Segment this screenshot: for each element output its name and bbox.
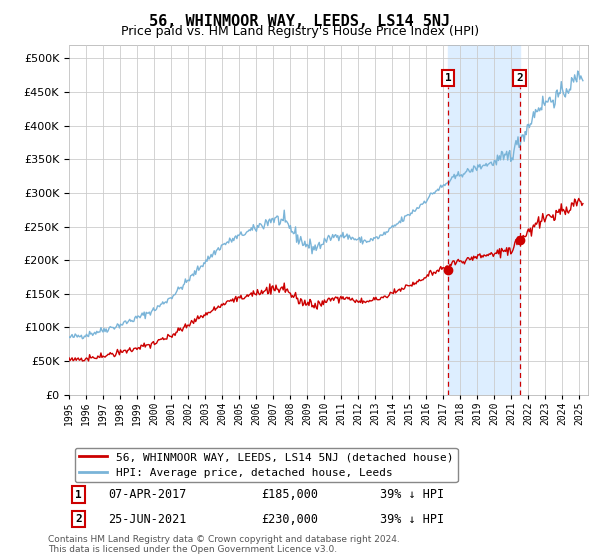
Text: 56, WHINMOOR WAY, LEEDS, LS14 5NJ: 56, WHINMOOR WAY, LEEDS, LS14 5NJ [149, 14, 451, 29]
Text: 39% ↓ HPI: 39% ↓ HPI [380, 512, 445, 525]
Text: Price paid vs. HM Land Registry's House Price Index (HPI): Price paid vs. HM Land Registry's House … [121, 25, 479, 38]
Text: £230,000: £230,000 [261, 512, 318, 525]
Text: 2: 2 [516, 73, 523, 83]
Text: 07-APR-2017: 07-APR-2017 [108, 488, 187, 501]
Text: 25-JUN-2021: 25-JUN-2021 [108, 512, 187, 525]
Text: 2: 2 [75, 514, 82, 524]
Bar [448, 45, 520, 395]
Text: 1: 1 [75, 489, 82, 500]
Text: Contains HM Land Registry data © Crown copyright and database right 2024.
This d: Contains HM Land Registry data © Crown c… [48, 535, 400, 554]
Text: 39% ↓ HPI: 39% ↓ HPI [380, 488, 445, 501]
Text: £185,000: £185,000 [261, 488, 318, 501]
Legend: 56, WHINMOOR WAY, LEEDS, LS14 5NJ (detached house), HPI: Average price, detached: 56, WHINMOOR WAY, LEEDS, LS14 5NJ (detac… [74, 447, 458, 482]
Text: 1: 1 [445, 73, 451, 83]
